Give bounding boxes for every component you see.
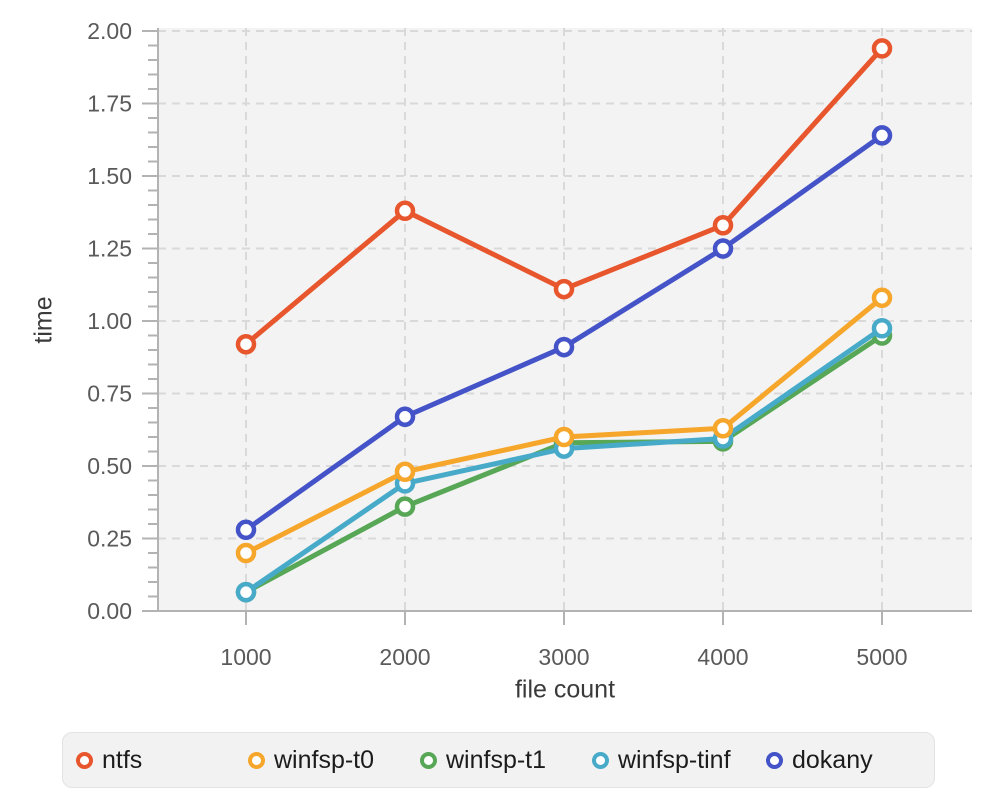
plot-area-svg: 0.00 0.25 0.50 0.75 1.00 1.25 1.50 1.75 2.00 1000…	[87, 18, 972, 670]
marker-ntfs-5000	[871, 38, 893, 59]
marker-dokany-4000	[712, 238, 734, 259]
y-tick-label: 0.75	[87, 381, 132, 407]
y-axis-title: time	[29, 296, 58, 344]
plot-background	[158, 28, 972, 611]
x-tick-label: 4000	[697, 644, 748, 670]
marker-ntfs-1000	[235, 333, 257, 355]
marker-winfsp-tinf-5000	[871, 318, 893, 339]
legend: ntfs winfsp-t0 winfsp-t1 winfsp-tinf dokany	[62, 732, 935, 788]
series-ntfs	[235, 38, 893, 355]
y-tick-label: 1.75	[87, 91, 132, 117]
y-tick-label: 1.50	[87, 163, 132, 189]
tick-labels: 0.00 0.25 0.50 0.75 1.00 1.25 1.50 1.75 2.00 1000…	[87, 18, 907, 670]
legend-marker-icon	[76, 751, 93, 769]
axes	[142, 28, 972, 625]
marker-winfsp-t1-2000	[394, 496, 416, 517]
legend-item-winfsp-tinf: winfsp-tinf	[592, 733, 731, 787]
marker-winfsp-tinf-1000	[235, 581, 257, 603]
y-tick-label: 0.25	[87, 526, 132, 552]
legend-marker-icon	[420, 751, 437, 769]
marker-dokany-3000	[553, 336, 575, 358]
legend-label: winfsp-t1	[446, 745, 547, 774]
marker-dokany-1000	[235, 519, 257, 541]
y-tick-label: 1.25	[87, 236, 132, 262]
marker-winfsp-t0-5000	[871, 287, 893, 309]
marker-winfsp-t0-4000	[712, 418, 734, 439]
legend-item-dokany: dokany	[766, 733, 873, 787]
series-dokany	[235, 125, 893, 541]
x-tick-label: 5000	[856, 644, 907, 670]
legend-item-winfsp-t0: winfsp-t0	[248, 733, 374, 787]
marker-winfsp-t0-1000	[235, 542, 257, 564]
legend-marker-icon	[766, 751, 783, 769]
marker-ntfs-4000	[712, 215, 734, 236]
legend-label: winfsp-tinf	[618, 745, 731, 774]
y-tick-label: 0.50	[87, 453, 132, 479]
marker-winfsp-t0-2000	[394, 461, 416, 483]
x-tick-label: 3000	[538, 644, 589, 670]
marker-ntfs-2000	[394, 200, 416, 222]
y-tick-label: 2.00	[87, 18, 132, 44]
x-axis-title: file count	[514, 675, 616, 704]
series-winfsp-t0	[235, 287, 893, 564]
y-tick-label: 1.00	[87, 308, 132, 334]
legend-label: dokany	[792, 745, 873, 774]
legend-marker-icon	[592, 751, 609, 769]
marker-winfsp-t0-3000	[553, 426, 575, 448]
marker-ntfs-3000	[553, 278, 575, 300]
marker-dokany-5000	[871, 125, 893, 146]
legend-marker-icon	[248, 751, 265, 769]
legend-item-ntfs: ntfs	[76, 733, 142, 787]
marker-dokany-2000	[394, 406, 416, 427]
y-tick-label: 0.00	[87, 598, 132, 624]
gridlines	[158, 28, 972, 611]
x-tick-label: 2000	[379, 644, 430, 670]
legend-label: ntfs	[102, 745, 143, 774]
legend-item-winfsp-t1: winfsp-t1	[420, 733, 546, 787]
x-tick-label: 1000	[220, 644, 271, 670]
legend-label: winfsp-t0	[274, 745, 375, 774]
